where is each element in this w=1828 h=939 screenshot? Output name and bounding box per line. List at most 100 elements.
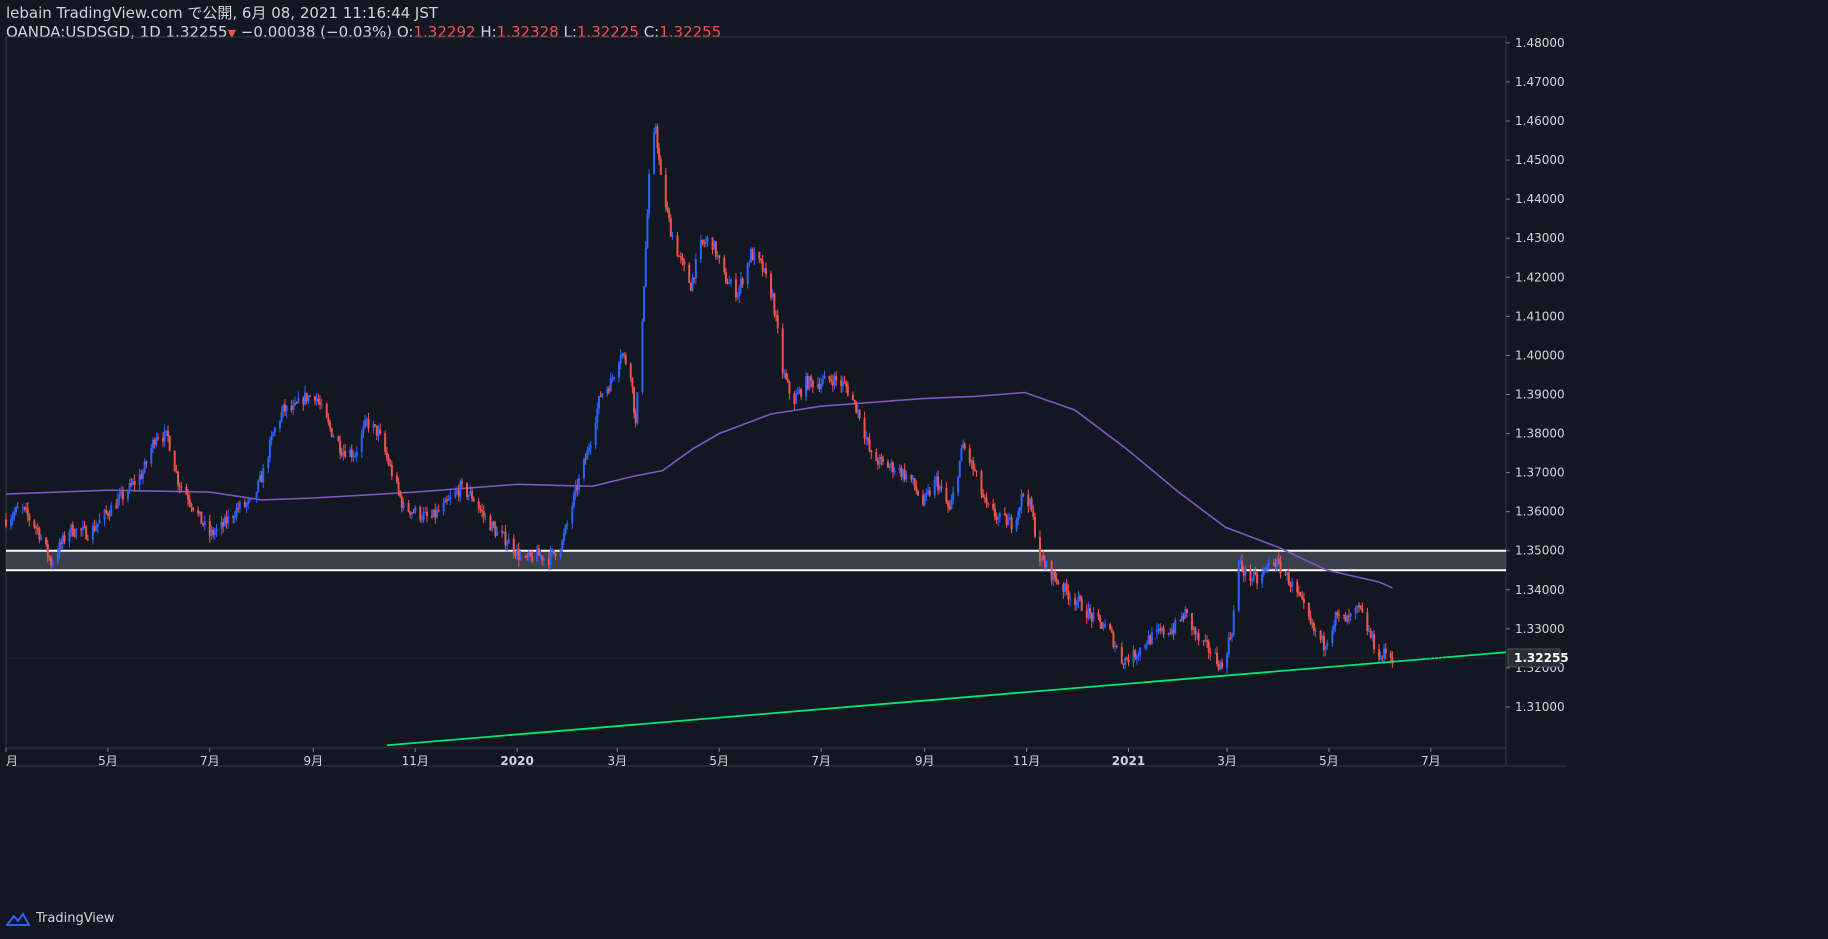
candle-body [835, 376, 838, 381]
candle [881, 455, 884, 466]
candle-body [50, 558, 53, 566]
candle-body [108, 515, 111, 517]
candle [1302, 592, 1305, 610]
candle [776, 309, 779, 334]
candle [806, 373, 809, 391]
candle [1272, 558, 1275, 567]
candle-body [574, 485, 577, 494]
candle [469, 485, 472, 496]
candle [1040, 555, 1043, 568]
candle [1369, 627, 1372, 639]
candle-body [1109, 624, 1112, 629]
candle [280, 406, 283, 423]
candle [699, 234, 702, 264]
candle-body [968, 448, 971, 463]
candle [50, 555, 53, 569]
candle-body [900, 467, 903, 477]
candle [270, 431, 273, 446]
candle-body [589, 444, 592, 449]
candle [1276, 555, 1279, 572]
candle [319, 395, 322, 411]
candle-body [130, 482, 133, 485]
candle [1007, 512, 1010, 526]
candle-body [601, 393, 604, 397]
candle-body [1391, 657, 1394, 664]
candle-body [355, 451, 358, 456]
candle-body [611, 378, 614, 380]
candle [997, 514, 1000, 527]
candle-body [502, 531, 505, 533]
candle [539, 549, 542, 559]
candle [529, 551, 532, 557]
candle-body [853, 399, 856, 402]
candle [810, 374, 813, 388]
candle [93, 519, 96, 533]
candle [210, 525, 213, 540]
candle [367, 412, 370, 433]
candle-body [1038, 536, 1041, 562]
x-tick-label: 2021 [1112, 754, 1145, 768]
candle [749, 246, 752, 264]
candle-body [153, 439, 156, 445]
candle-body [876, 461, 879, 465]
candle-body [1065, 583, 1068, 591]
candle-body [623, 353, 626, 356]
candle-body [646, 213, 649, 248]
candle [95, 520, 98, 532]
candle-body [1237, 561, 1240, 611]
candle [372, 420, 375, 434]
candle [1170, 623, 1173, 636]
candle-body [227, 516, 230, 524]
candle-body [10, 519, 13, 527]
candle-body [776, 315, 779, 329]
candle-body [845, 382, 848, 387]
candle-body [238, 502, 241, 509]
candle [572, 490, 575, 509]
candle [524, 554, 527, 559]
candle-body [1309, 616, 1312, 623]
candle-body [843, 381, 846, 383]
candle [512, 534, 515, 559]
candle-body [1194, 627, 1197, 635]
candle [1020, 489, 1023, 514]
candle-body [1197, 632, 1200, 641]
candle-body [542, 557, 545, 561]
candle [1279, 555, 1282, 579]
candle-body [151, 439, 154, 448]
candle-body [245, 504, 248, 507]
candle-body [1302, 598, 1305, 604]
candle [863, 411, 866, 445]
candle-body [1256, 574, 1259, 584]
candle [48, 555, 51, 561]
candle-body [913, 478, 916, 488]
candle [1179, 619, 1182, 622]
candle-body [342, 450, 345, 456]
candle [484, 512, 487, 521]
candle [295, 401, 298, 405]
candle-body [653, 132, 656, 174]
candle-body [96, 523, 99, 528]
candle [1261, 568, 1264, 589]
candle [656, 123, 659, 154]
candle [272, 431, 275, 437]
candle [541, 555, 544, 565]
candle-body [796, 392, 799, 395]
candle-body [1190, 612, 1193, 630]
candle-body [283, 404, 286, 412]
candle-body [86, 539, 89, 541]
candle [526, 553, 529, 561]
candle-body [1120, 646, 1123, 664]
candle-body [364, 419, 367, 427]
candle [292, 399, 295, 416]
candle-body [985, 497, 988, 504]
candle [25, 502, 28, 513]
candle-body [998, 513, 1001, 517]
candle-body [293, 402, 296, 406]
candle-body [1261, 574, 1264, 584]
candle [741, 276, 744, 288]
candle [197, 506, 200, 517]
candle [220, 516, 223, 536]
candle-body [203, 520, 206, 526]
candle-body [138, 474, 141, 485]
